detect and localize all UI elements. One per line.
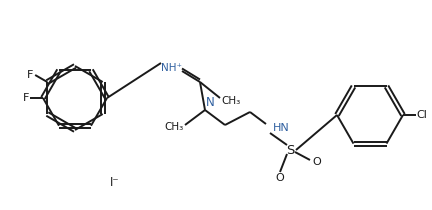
Text: N: N [206, 97, 214, 109]
Text: I⁻: I⁻ [110, 176, 120, 189]
Text: F: F [23, 93, 29, 103]
Text: CH₃: CH₃ [164, 122, 184, 132]
Text: O: O [313, 157, 321, 167]
Text: CH₃: CH₃ [221, 96, 241, 106]
Text: Cl: Cl [416, 110, 427, 120]
Text: F: F [27, 70, 33, 80]
Text: O: O [276, 173, 284, 183]
Text: S: S [286, 143, 294, 156]
Text: HN: HN [273, 123, 290, 133]
Text: NH⁺: NH⁺ [161, 63, 181, 73]
